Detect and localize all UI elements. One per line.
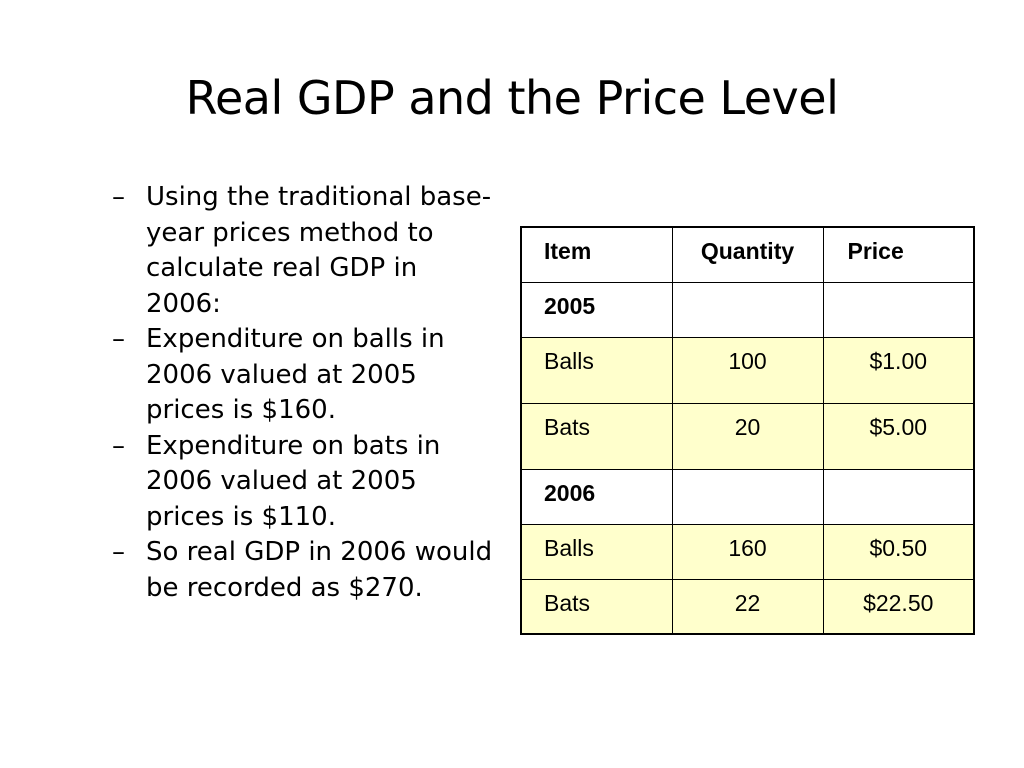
header-quantity: Quantity [671, 226, 824, 283]
quantity-cell: 20 [671, 402, 824, 470]
item-cell: Bats [520, 578, 673, 635]
bullet-item: – Expenditure on bats in 2006 valued at … [112, 429, 497, 536]
table-header-row: Item Quantity Price [520, 226, 975, 283]
item-cell: Balls [520, 523, 673, 580]
quantity-cell: 160 [671, 523, 824, 580]
table-row: Bats 20 $5.00 [520, 402, 975, 470]
item-cell: Balls [520, 336, 673, 404]
quantity-cell: 22 [671, 578, 824, 635]
bullet-list: – Using the traditional base-year prices… [112, 180, 497, 606]
year-label: 2005 [520, 281, 673, 338]
year-row-2006: 2006 [520, 468, 975, 525]
empty-cell [822, 468, 975, 525]
price-cell: $1.00 [822, 336, 975, 404]
bullet-text: Using the traditional base-year prices m… [146, 182, 492, 319]
empty-cell [822, 281, 975, 338]
price-cell: $0.50 [822, 523, 975, 580]
bullet-text: Expenditure on balls in 2006 valued at 2… [146, 324, 445, 425]
bullet-item: – Using the traditional base-year prices… [112, 180, 497, 322]
header-price: Price [822, 226, 975, 283]
bullet-dash: – [112, 430, 125, 461]
bullet-dash: – [112, 324, 125, 354]
price-quantity-table: Item Quantity Price 2005 Balls 100 $1.00… [520, 226, 975, 635]
year-label: 2006 [520, 468, 673, 525]
bullet-dash: – [112, 182, 125, 212]
bullet-item: – So real GDP in 2006 would be recorded … [112, 535, 497, 606]
item-cell: Bats [520, 402, 673, 470]
table-row: Balls 100 $1.00 [520, 336, 975, 404]
table-row: Bats 22 $22.50 [520, 578, 975, 635]
bullet-dash: – [112, 537, 125, 567]
bullet-text: Expenditure on bats in 2006 valued at 20… [146, 430, 441, 532]
quantity-cell: 100 [671, 336, 824, 404]
table-row: Balls 160 $0.50 [520, 523, 975, 580]
empty-cell [671, 281, 824, 338]
bullet-text: So real GDP in 2006 would be recorded as… [146, 537, 493, 603]
empty-cell [671, 468, 824, 525]
header-item: Item [520, 226, 673, 283]
year-row-2005: 2005 [520, 281, 975, 338]
price-cell: $5.00 [822, 402, 975, 470]
bullet-item: – Expenditure on balls in 2006 valued at… [112, 322, 497, 429]
slide-title: Real GDP and the Price Level [185, 71, 839, 125]
price-cell: $22.50 [822, 578, 975, 635]
